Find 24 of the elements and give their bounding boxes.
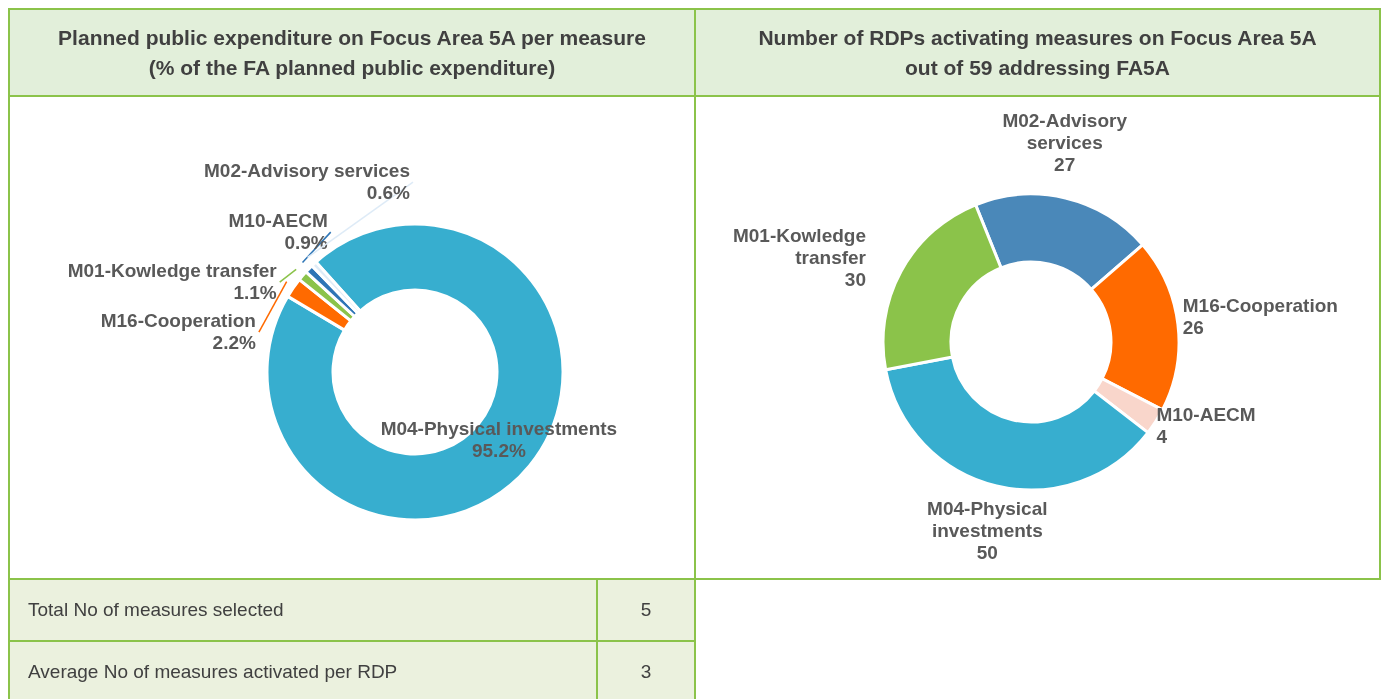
category-label: Total No of measures selected	[10, 580, 598, 640]
data-label: 26	[1182, 317, 1204, 339]
chart-title: Planned public expenditure on Focus Area 5A per measure (% of the FA planned public expenditure)	[10, 10, 694, 97]
data-label: 30	[844, 268, 866, 290]
data-label: 1.1%	[233, 282, 277, 304]
data-label: 3	[598, 642, 694, 699]
slice-label: M10-AECM	[228, 210, 328, 232]
chart-title: Number of RDPs activating measures on Focus Area 5A out of 59 addressing FA5A	[696, 10, 1379, 97]
data-label: 50	[976, 542, 998, 564]
data-label: 27	[1054, 153, 1076, 175]
slice-label: M01-Kowledge transfer	[67, 260, 278, 282]
slice-label: M02-Advisory services	[1002, 109, 1128, 153]
data-label: 5	[598, 580, 694, 640]
slice-label: M10-AECM	[1156, 404, 1256, 426]
data-label: 2.2%	[212, 332, 256, 354]
slice-label: M16-Cooperation	[100, 310, 256, 332]
slice-label: M16-Cooperation	[1182, 295, 1338, 317]
slice-label: M01-Kowledge transfer	[732, 224, 867, 268]
category-label: Average No of measures activated per RDP	[10, 642, 598, 699]
slice-label: M04-Physical investments	[927, 498, 1048, 542]
data-label: 4	[1156, 426, 1168, 448]
slice-label: M02-Advisory services	[204, 160, 410, 182]
data-label: 0.6%	[366, 182, 411, 204]
data-label: 95.2%	[471, 439, 526, 461]
